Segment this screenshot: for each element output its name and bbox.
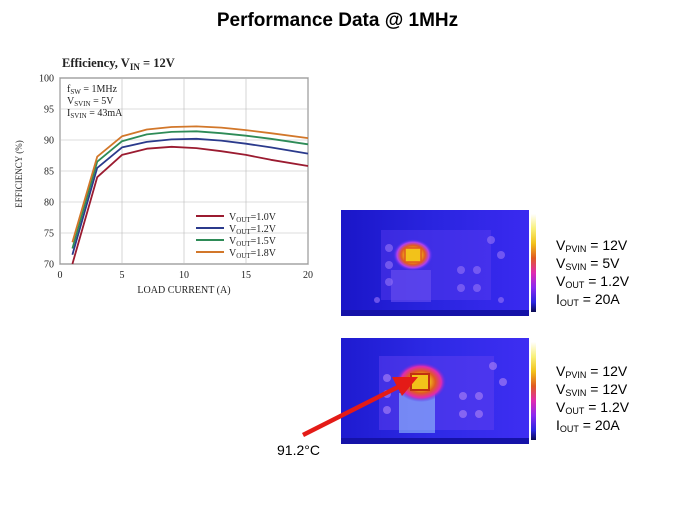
condition-iout: IOUT = 20A — [556, 291, 620, 308]
chart-legend: VOUT=1.0V VOUT=1.2V VOUT=1.5V VOUT=1.8V — [196, 212, 277, 260]
series-lines — [71, 125, 309, 265]
y-tick-label: 95 — [44, 105, 54, 116]
x-axis-ticks: 0 5 10 15 20 — [58, 270, 314, 281]
condition-iout: IOUT = 20A — [556, 417, 620, 434]
annotation-isvin: ISVIN = 43mA — [67, 108, 123, 120]
y-axis-ticks: 70 75 80 85 90 95 100 — [39, 74, 54, 271]
legend-label-1v2: VOUT=1.2V — [229, 224, 277, 236]
condition-vout: VOUT = 1.2V — [556, 399, 630, 416]
legend-label-1v5: VOUT=1.5V — [229, 236, 277, 248]
conditions-block-2: VPVIN = 12V VSVIN = 12V VOUT = 1.2V IOUT… — [556, 362, 629, 434]
y-tick-label: 100 — [39, 74, 54, 85]
condition-svin: VSVIN = 12V — [556, 381, 628, 398]
chart-annotations: fSW = 1MHz VSVIN = 5V ISVIN = 43mA — [67, 84, 123, 120]
legend-label-1v0: VOUT=1.0V — [229, 212, 277, 224]
x-tick-label: 0 — [58, 270, 63, 281]
condition-svin: VSVIN = 5V — [556, 255, 620, 272]
series-line-12 — [71, 137, 309, 255]
annotation-fsw: fSW = 1MHz — [67, 84, 118, 96]
y-tick-label: 80 — [44, 198, 54, 209]
legend-label-1v8: VOUT=1.8V — [229, 248, 277, 260]
y-axis-label: EFFICIENCY (%) — [14, 140, 24, 207]
condition-vout: VOUT = 1.2V — [556, 273, 630, 290]
series-line-15 — [71, 130, 309, 249]
y-tick-label: 85 — [44, 167, 54, 178]
chart-title: Efficiency, VIN = 12V — [62, 56, 175, 72]
y-tick-label: 90 — [44, 136, 54, 147]
y-tick-label: 75 — [44, 229, 54, 240]
series-line-18 — [71, 125, 309, 243]
grid — [59, 77, 309, 265]
thermal-image-12v-svin — [341, 338, 550, 444]
x-tick-label: 10 — [179, 270, 189, 281]
x-tick-label: 5 — [120, 270, 125, 281]
y-tick-label: 70 — [44, 260, 54, 271]
condition-pvin: VPVIN = 12V — [556, 237, 628, 254]
conditions-block-1: VPVIN = 12V VSVIN = 5V VOUT = 1.2V IOUT … — [556, 236, 629, 308]
annotation-vsvin: VSVIN = 5V — [67, 96, 114, 108]
condition-pvin: VPVIN = 12V — [556, 363, 628, 380]
x-tick-label: 20 — [303, 270, 313, 281]
efficiency-chart: Efficiency, VIN = 12V 70 75 80 85 90 95 100 0 5… — [14, 56, 314, 296]
thermal-image-5v-svin — [341, 210, 550, 316]
hotspot-temperature-label: 91.2°C — [277, 442, 320, 458]
x-tick-label: 15 — [241, 270, 251, 281]
x-axis-label: LOAD CURRENT (A) — [137, 285, 230, 296]
series-line-10 — [71, 145, 309, 265]
slide-title: Performance Data @ 1MHz — [216, 10, 459, 31]
